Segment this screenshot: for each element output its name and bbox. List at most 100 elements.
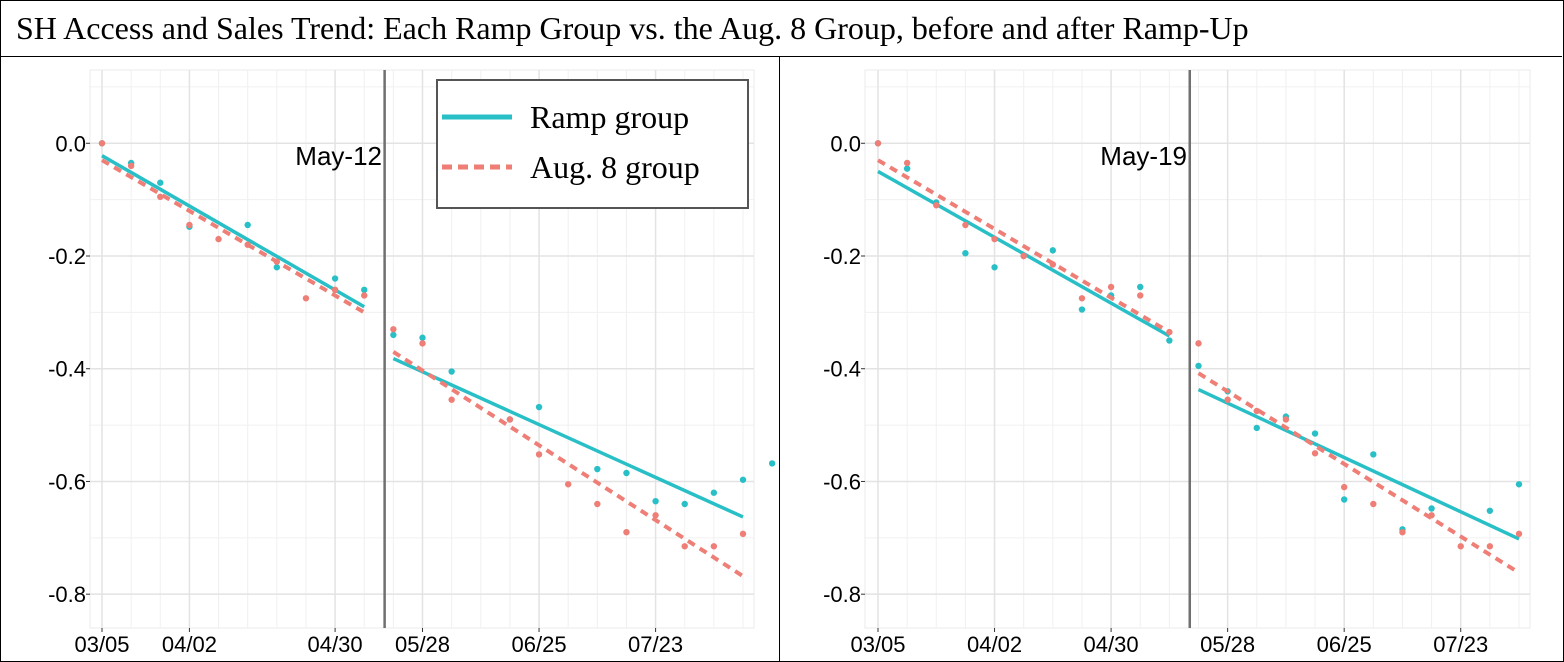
aug8-point	[448, 396, 455, 403]
aug8-point	[962, 221, 969, 229]
plot-area	[864, 69, 1531, 629]
aug8-point	[1399, 528, 1406, 536]
legend-box	[436, 79, 749, 209]
aug8-point	[1486, 543, 1494, 550]
aug8-point	[564, 481, 572, 488]
ramp-point	[535, 403, 543, 411]
aug8-point	[1166, 328, 1173, 336]
x-tick-label: 04/30	[1084, 632, 1139, 657]
x-tick-label: 07/23	[1433, 632, 1488, 657]
aug8-point	[390, 326, 397, 333]
ramp-point	[1166, 337, 1173, 344]
ramp-point	[1195, 362, 1202, 370]
aug8-point	[1370, 500, 1377, 508]
aug8-point	[244, 241, 251, 248]
legend-label: Ramp group	[530, 99, 689, 135]
ramp-point	[448, 368, 455, 375]
aug8-point	[535, 451, 543, 458]
aug8-point	[331, 286, 339, 294]
x-tick-label: 04/02	[162, 632, 217, 657]
ramp-point	[1370, 451, 1377, 458]
x-tick-label: 05/28	[1200, 632, 1255, 657]
ramp-point	[361, 286, 368, 294]
ramp-point	[710, 489, 718, 496]
aug8-point	[302, 295, 310, 302]
aug8-point	[1020, 252, 1027, 260]
aug8-point	[739, 530, 747, 538]
chart-panel-1: 0.0 -0.2 -0.4 -0.6 -0.8 03/05 04/02 04/30 05/28 0…	[48, 69, 776, 657]
ramp-point	[1253, 424, 1260, 432]
aug8-point	[652, 512, 659, 519]
aug8-point	[273, 258, 281, 265]
y-tick-label: -0.2	[823, 244, 861, 269]
aug8-point	[98, 140, 106, 147]
aug8-point	[1428, 512, 1435, 519]
chart-panel-2: 0.0 -0.2 -0.4 -0.6 -0.8 03/05 04/02 04/30 05/28 0…	[823, 69, 1531, 657]
x-tick-label: 06/25	[1317, 632, 1372, 657]
aug8-point	[1078, 295, 1086, 302]
panel-divider	[779, 57, 780, 662]
ramp-trend-line	[101, 154, 366, 309]
y-tick-label: -0.8	[823, 582, 861, 607]
ramp-point	[768, 460, 776, 467]
aug8-point	[1224, 396, 1231, 403]
ramp-point	[1515, 481, 1523, 488]
ramp-point	[157, 179, 164, 186]
ramp-point	[1340, 496, 1348, 503]
aug8-point	[991, 235, 998, 243]
series-aug8-group	[874, 140, 1523, 575]
ramp-point	[681, 500, 688, 508]
y-tick-label: -0.4	[48, 357, 86, 382]
aug8-point	[1311, 450, 1319, 457]
x-tick-label: 03/05	[850, 632, 905, 657]
ramp-point	[962, 249, 969, 257]
ramp-point	[1311, 430, 1319, 437]
aug8-point	[681, 543, 688, 550]
ramp-point	[244, 221, 251, 229]
aug8-point	[361, 292, 368, 299]
title-row: SH Access and Sales Trend: Each Ramp Gro…	[0, 0, 1562, 57]
ramp-point	[390, 331, 397, 339]
y-tick-label: -0.6	[823, 469, 861, 494]
aug8-point	[710, 543, 718, 550]
y-tick-label: -0.8	[48, 582, 86, 607]
aug8-point	[1107, 283, 1115, 291]
ramp-point	[623, 469, 630, 477]
x-tick-label: 04/02	[967, 632, 1022, 657]
aug8-point	[1515, 530, 1523, 538]
legend-label: Aug. 8 group	[530, 149, 700, 185]
x-tick-label: 05/28	[395, 632, 450, 657]
x-tick-label: 07/23	[628, 632, 683, 657]
y-tick-label: 0.0	[55, 131, 86, 156]
ramp-point	[652, 497, 659, 505]
ramp-date-label: May-12	[295, 141, 382, 171]
ramp-point	[594, 465, 601, 473]
aug8-point	[874, 140, 882, 147]
ramp-trend-line	[1197, 387, 1520, 541]
legend: Ramp group Aug. 8 group	[436, 79, 749, 209]
series-ramp-group	[98, 140, 776, 519]
aug8-point	[1049, 261, 1057, 268]
aug8-point	[594, 500, 601, 508]
ramp-point	[1137, 283, 1144, 291]
aug8-point	[157, 193, 164, 201]
aug8-point	[623, 528, 630, 536]
ramp-point	[903, 165, 911, 172]
aug8-point	[903, 159, 911, 167]
ramp-point	[331, 275, 339, 282]
aug8-point	[1340, 483, 1348, 491]
aug8-point	[933, 202, 940, 209]
aug8-point	[186, 221, 193, 229]
ramp-point	[739, 476, 747, 483]
x-tick-label: 06/25	[512, 632, 567, 657]
ramp-point	[273, 264, 281, 271]
ramp-point	[1428, 505, 1435, 512]
y-tick-label: -0.4	[823, 357, 861, 382]
ramp-point	[1486, 507, 1494, 514]
x-tick-label: 03/05	[74, 632, 129, 657]
ramp-point	[1049, 247, 1057, 254]
aug8-point	[419, 340, 426, 347]
aug8-point	[1457, 543, 1464, 550]
y-tick-label: -0.6	[48, 469, 86, 494]
